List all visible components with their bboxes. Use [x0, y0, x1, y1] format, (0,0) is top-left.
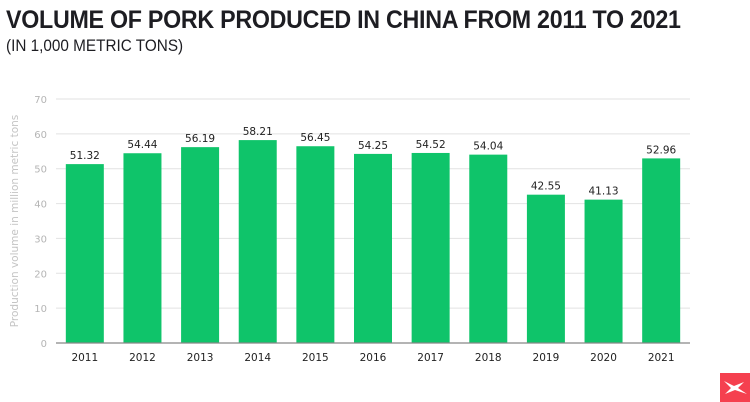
data-label: 54.04 — [473, 141, 503, 153]
x-tick-label: 2020 — [590, 352, 617, 364]
bar — [354, 153, 392, 343]
data-label: 54.44 — [127, 139, 157, 151]
y-tick-label: 30 — [34, 234, 47, 245]
y-tick-label: 70 — [34, 95, 47, 106]
x-tick-label: 2011 — [71, 352, 98, 364]
data-label: 56.45 — [300, 132, 330, 144]
data-label: 54.52 — [416, 139, 446, 151]
y-tick-label: 60 — [34, 130, 47, 141]
bar — [469, 154, 508, 343]
x-tick-label: 2013 — [187, 352, 214, 364]
x-logo-icon — [720, 373, 750, 402]
bar — [584, 199, 623, 343]
bar — [65, 164, 104, 343]
data-label: 54.25 — [358, 140, 388, 152]
bar — [526, 194, 565, 343]
bar — [181, 147, 220, 343]
y-tick-label: 0 — [41, 339, 47, 350]
bar — [238, 140, 277, 343]
chart-subtitle: (IN 1,000 METRIC TONS) — [6, 36, 184, 55]
y-axis-label: Production volume in million metric tons — [9, 115, 21, 327]
brand-logo — [720, 373, 750, 402]
bar — [642, 158, 681, 343]
data-label: 51.32 — [70, 150, 100, 162]
chart-title: VOLUME OF PORK PRODUCED IN CHINA FROM 20… — [6, 6, 681, 34]
x-tick-label: 2021 — [648, 352, 675, 364]
x-tick-label: 2018 — [475, 352, 502, 364]
y-tick-label: 50 — [34, 165, 47, 176]
bar — [296, 146, 335, 343]
x-tick-label: 2012 — [129, 352, 156, 364]
x-tick-label: 2019 — [533, 352, 560, 364]
y-tick-label: 40 — [34, 200, 47, 211]
x-tick-label: 2014 — [244, 352, 271, 364]
y-tick-label: 20 — [34, 269, 47, 280]
bar — [123, 153, 162, 343]
data-label: 56.19 — [185, 133, 215, 145]
data-label: 58.21 — [243, 126, 273, 138]
bar — [411, 152, 450, 343]
data-label: 42.55 — [531, 181, 561, 193]
y-tick-label: 10 — [34, 304, 47, 315]
x-tick-label: 2015 — [302, 352, 329, 364]
data-label: 52.96 — [646, 144, 676, 156]
x-tick-label: 2017 — [417, 352, 444, 364]
data-label: 41.13 — [589, 186, 619, 198]
x-tick-label: 2016 — [360, 352, 387, 364]
